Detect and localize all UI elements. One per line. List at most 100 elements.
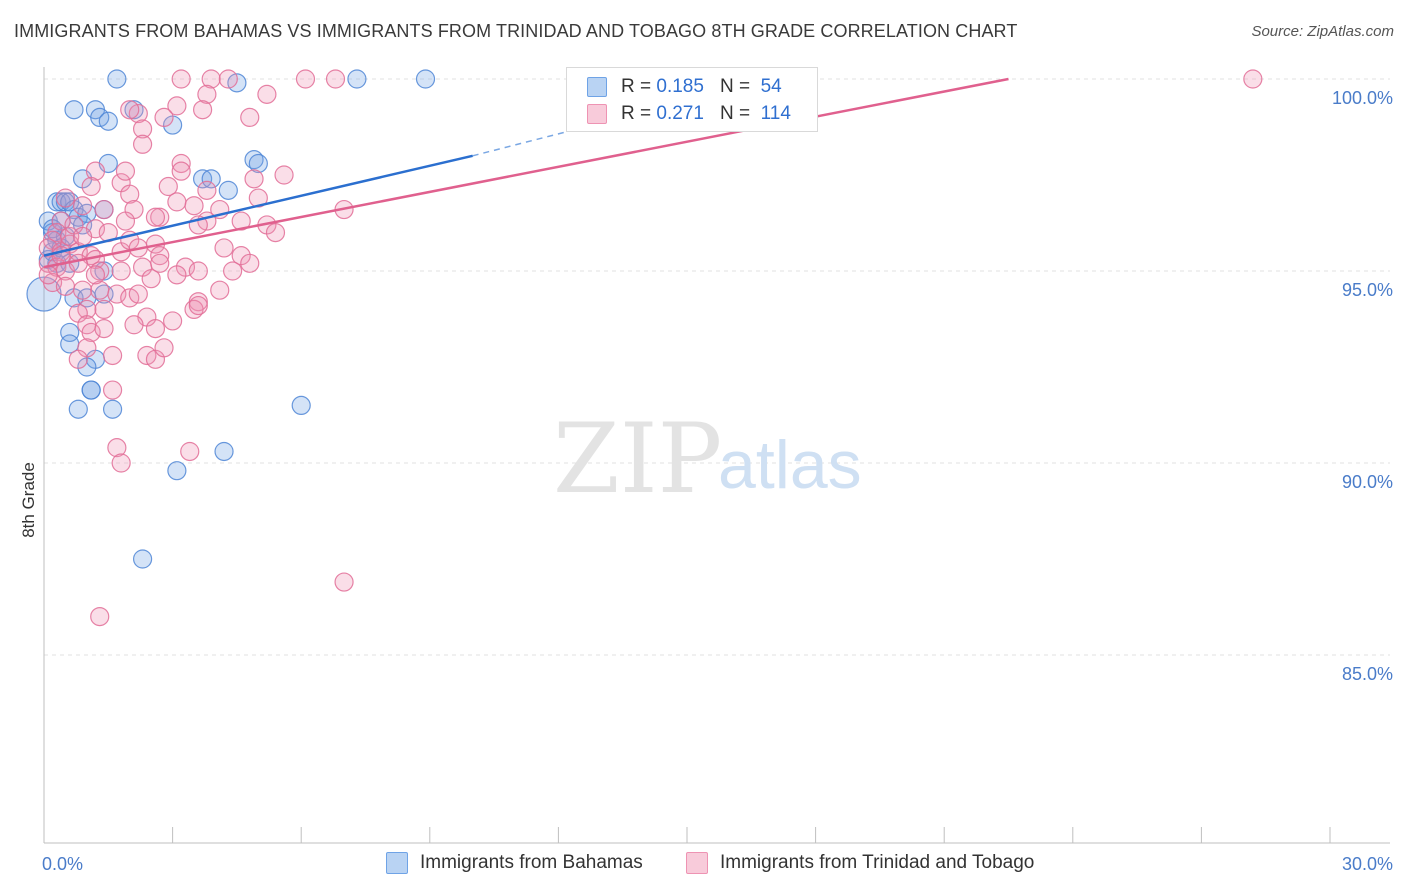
data-point — [81, 176, 101, 197]
data-point — [197, 180, 217, 200]
data-point — [102, 380, 123, 400]
watermark: ZIP atlas — [553, 403, 862, 515]
data-point — [210, 280, 230, 300]
data-point — [107, 438, 127, 458]
data-point — [201, 69, 221, 89]
data-point — [218, 69, 238, 89]
data-point — [274, 165, 294, 185]
data-point — [107, 69, 127, 89]
data-point — [167, 192, 187, 212]
legend-n-label: N = — [719, 103, 751, 124]
data-point — [158, 176, 178, 197]
data-point — [120, 100, 140, 120]
y-tick-labels: 100.0% 95.0% 90.0% 85.0% — [1332, 88, 1393, 684]
data-point — [81, 322, 101, 343]
data-point — [334, 572, 354, 592]
x-tick-label: 0.0% — [42, 854, 83, 874]
data-point — [214, 441, 234, 462]
data-point — [325, 69, 346, 89]
data-point — [68, 253, 88, 273]
legend-row-trinidad: R = 0.271 N = 114 — [587, 102, 791, 126]
legend-n-value: 54 — [760, 76, 782, 97]
y-tick-label: 100.0% — [1332, 88, 1393, 108]
series-legend-swatch-trinidad — [686, 852, 708, 874]
data-point — [171, 69, 191, 89]
trend-line-bahamas — [43, 154, 473, 257]
data-point — [201, 169, 221, 189]
data-point — [64, 100, 84, 120]
data-point — [154, 107, 174, 128]
legend-r-label: R = — [621, 103, 652, 124]
data-point — [167, 265, 187, 285]
data-point — [68, 349, 88, 369]
data-point — [94, 199, 114, 220]
gridlines — [44, 78, 1390, 656]
data-point — [132, 134, 153, 154]
data-point — [184, 196, 204, 216]
watermark-atlas: atlas — [718, 427, 862, 503]
legend-n-label: N = — [719, 76, 751, 97]
data-point — [102, 345, 123, 366]
trend-line-bahamas-extension — [472, 116, 623, 157]
data-point — [72, 196, 93, 216]
series-legend-trinidad: Immigrants from Trinidad and Tobago — [686, 852, 1034, 874]
data-point — [257, 84, 277, 104]
data-point — [60, 322, 80, 343]
data-point — [51, 211, 71, 231]
data-point — [124, 315, 144, 335]
data-point — [231, 211, 251, 231]
data-point — [55, 276, 76, 296]
data-point — [141, 269, 161, 289]
y-axis-label: 8th Grade — [19, 462, 38, 538]
data-point — [240, 107, 260, 128]
legend-r-value: 0.271 — [656, 103, 704, 124]
data-point — [120, 184, 140, 204]
data-point — [248, 153, 268, 174]
legend: R = 0.185 N = 54 R = 0.271 N = 114 — [566, 67, 818, 132]
data-point — [150, 253, 170, 273]
data-point — [38, 265, 58, 285]
data-point — [85, 161, 106, 181]
data-point — [98, 111, 118, 131]
data-point — [81, 380, 101, 400]
data-point — [85, 265, 106, 285]
data-point — [193, 100, 213, 120]
series-legend-label-trinidad: Immigrants from Trinidad and Tobago — [720, 852, 1035, 873]
legend-r-label: R = — [621, 76, 652, 97]
series-legend: Immigrants from Bahamas Immigrants from … — [0, 852, 1406, 878]
data-point — [94, 319, 114, 339]
data-point — [132, 119, 153, 139]
legend-swatch-trinidad — [587, 104, 607, 124]
data-point — [180, 441, 200, 462]
data-point — [90, 606, 110, 627]
trend-line-trinidad — [43, 77, 1009, 269]
data-point — [115, 211, 136, 231]
data-point — [1243, 69, 1263, 89]
data-point — [240, 253, 260, 273]
data-point — [197, 84, 217, 104]
data-point — [295, 69, 316, 89]
x-tick-labels: 0.0% 30.0% — [42, 854, 1393, 874]
data-point — [55, 188, 76, 208]
data-point — [291, 395, 311, 415]
data-point — [94, 299, 114, 319]
data-point — [415, 69, 436, 89]
data-point — [171, 161, 191, 181]
data-point — [214, 238, 234, 258]
data-point — [244, 169, 264, 189]
data-point — [265, 223, 286, 243]
source-label: Source: ZipAtlas.com — [1251, 23, 1394, 40]
series-legend-bahamas: Immigrants from Bahamas — [386, 852, 643, 874]
watermark-zip: ZIP — [553, 403, 722, 515]
x-tick-label: 30.0% — [1342, 854, 1393, 874]
data-point — [163, 311, 183, 331]
legend-row-bahamas: R = 0.185 N = 54 — [587, 75, 782, 99]
data-point — [167, 461, 187, 481]
series-legend-label-bahamas: Immigrants from Bahamas — [420, 852, 643, 873]
data-point — [68, 399, 88, 419]
data-point — [347, 69, 367, 89]
series-points — [26, 69, 1263, 627]
data-point — [72, 280, 93, 300]
data-point — [223, 261, 243, 281]
